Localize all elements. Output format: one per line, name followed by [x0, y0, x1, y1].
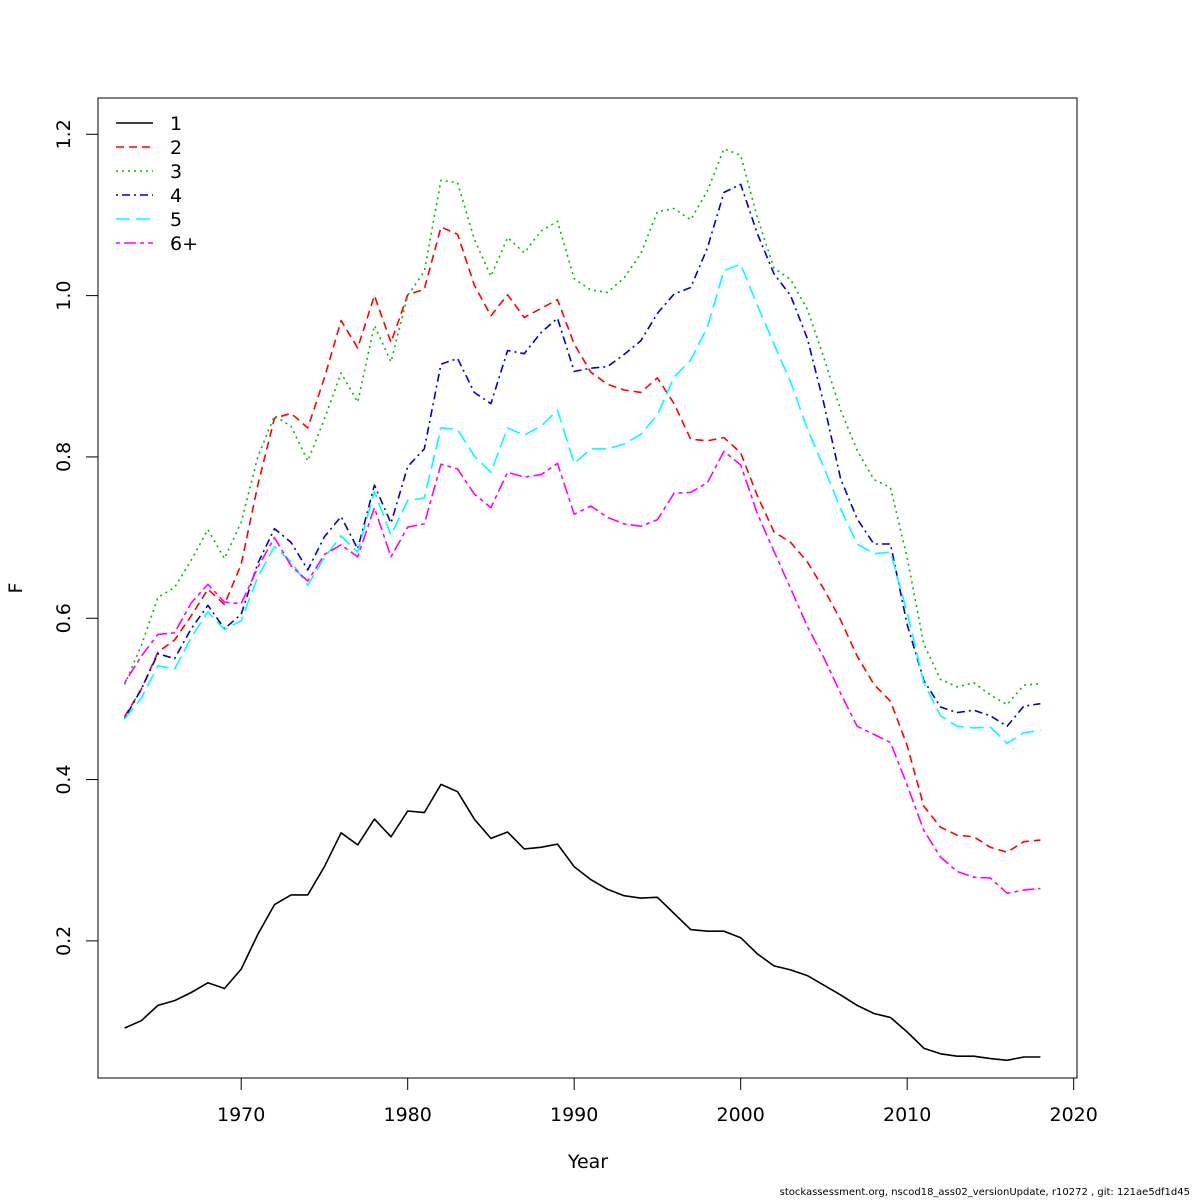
series-line-2: [123, 226, 1041, 854]
y-tick-label: 1.0: [53, 281, 75, 311]
legend-label: 3: [170, 161, 182, 183]
footer-text: stockassessment.org, nscod18_ass02_versi…: [779, 1187, 1190, 1198]
series-line-3: [123, 148, 1041, 706]
x-tick-label: 1970: [217, 1104, 265, 1126]
y-tick-label: 1.2: [53, 119, 75, 149]
x-tick-label: 2010: [883, 1104, 931, 1126]
y-tick-label: 0.6: [53, 603, 75, 633]
x-tick-label: 2020: [1049, 1104, 1097, 1126]
y-tick-label: 0.2: [53, 926, 75, 956]
y-axis: 0.2 0.4 0.6 0.8 1.0 1.2: [53, 119, 99, 956]
y-tick-label: 0.4: [53, 764, 75, 794]
series-line-5: [123, 263, 1041, 745]
series-line-6+: [123, 450, 1041, 895]
legend-label: 6+: [170, 233, 198, 255]
legend-label: 4: [170, 185, 182, 207]
legend-label: 2: [170, 137, 182, 159]
legend-label: 5: [170, 209, 182, 231]
series-lines: [123, 148, 1041, 1062]
y-tick-label: 0.8: [53, 442, 75, 472]
series-line-4: [123, 183, 1041, 728]
x-tick-label: 1980: [384, 1104, 432, 1126]
x-tick-label: 2000: [716, 1104, 764, 1126]
x-tick-label: 1990: [550, 1104, 598, 1126]
x-axis-label: Year: [567, 1151, 608, 1173]
x-axis: 1970 1980 1990 2000 2010 2020: [217, 1077, 1098, 1126]
series-line-1: [124, 783, 1041, 1062]
legend-label: 1: [170, 113, 182, 135]
plot-frame: [97, 97, 1078, 1079]
y-axis-label: F: [5, 583, 27, 594]
